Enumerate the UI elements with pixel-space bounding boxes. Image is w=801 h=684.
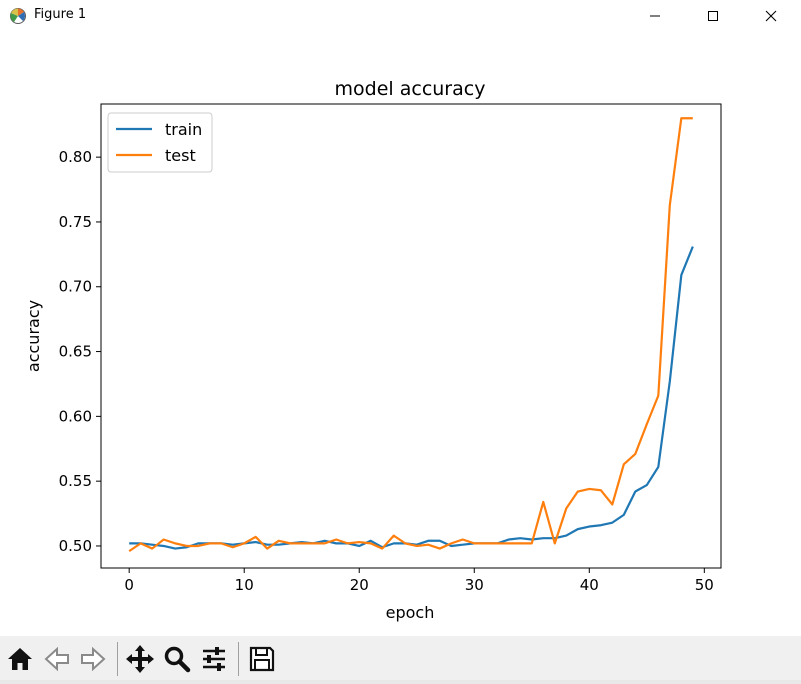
x-tick-label: 20 xyxy=(350,576,369,594)
back-button[interactable] xyxy=(40,641,74,677)
x-axis-label: epoch xyxy=(386,603,435,622)
close-icon xyxy=(765,10,777,21)
legend-label-test: test xyxy=(165,146,196,165)
x-tick-label: 10 xyxy=(235,576,254,594)
pan-button[interactable] xyxy=(123,641,157,677)
y-tick-label: 0.65 xyxy=(59,343,92,361)
magnifier-icon xyxy=(164,646,191,673)
status-line xyxy=(0,680,801,684)
plot-area-frame xyxy=(100,103,722,569)
zoom-button[interactable] xyxy=(160,641,194,677)
maximize-icon xyxy=(708,10,718,21)
title-bar: Figure 1 xyxy=(0,0,801,31)
accuracy-line-chart: model accuracy 0 10 20 30 40 50 0.50 0.55 0.60 0.… xyxy=(24,78,722,622)
toolbar-separator xyxy=(238,642,239,676)
close-button[interactable] xyxy=(742,0,800,31)
floppy-disk-icon xyxy=(249,646,275,672)
toolbar-separator xyxy=(117,642,118,676)
move-icon xyxy=(126,645,154,673)
navigation-toolbar xyxy=(0,636,801,684)
maximize-button[interactable] xyxy=(684,0,742,31)
x-tick-label: 0 xyxy=(124,576,134,594)
y-tick-label: 0.80 xyxy=(59,148,92,166)
figure-canvas[interactable]: model accuracy 0 10 20 30 40 50 0.50 0.55 0.60 0.… xyxy=(0,31,801,634)
x-tick-label: 30 xyxy=(465,576,484,594)
legend-label-train: train xyxy=(165,120,202,139)
home-icon xyxy=(8,648,32,670)
y-tick-label: 0.50 xyxy=(59,537,92,555)
y-tick-label: 0.70 xyxy=(59,278,92,296)
y-tick-label: 0.60 xyxy=(59,407,92,425)
sliders-icon xyxy=(203,647,225,671)
minimize-icon xyxy=(650,15,660,16)
chart-title: model accuracy xyxy=(335,78,486,100)
window-title: Figure 1 xyxy=(34,7,87,22)
legend: train test xyxy=(107,112,213,173)
series-line-train xyxy=(129,246,694,550)
arrow-right-icon xyxy=(81,646,106,672)
matplotlib-figure-icon xyxy=(10,8,26,24)
save-button[interactable] xyxy=(245,641,279,677)
series-line-test xyxy=(128,117,693,553)
arrow-left-icon xyxy=(44,646,69,672)
y-tick-label: 0.55 xyxy=(59,472,92,490)
home-button[interactable] xyxy=(3,641,37,677)
y-axis-label: accuracy xyxy=(24,300,43,372)
configure-subplots-button[interactable] xyxy=(197,641,231,677)
legend-frame xyxy=(107,112,213,173)
forward-button[interactable] xyxy=(76,641,110,677)
minimize-button[interactable] xyxy=(626,0,684,31)
x-tick-label: 50 xyxy=(695,576,714,594)
x-tick-label: 40 xyxy=(580,576,599,594)
y-tick-label: 0.75 xyxy=(59,213,92,231)
